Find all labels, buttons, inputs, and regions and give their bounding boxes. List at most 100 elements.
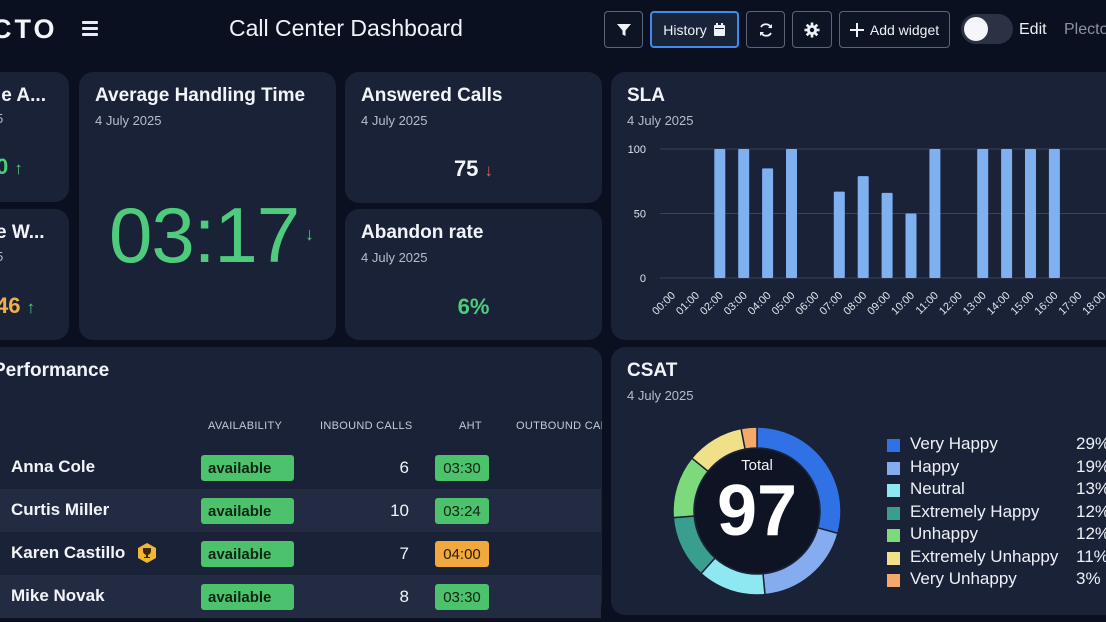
availability-badge: available [201, 498, 294, 524]
abandon-value: 6% [457, 294, 490, 319]
legend-swatch [887, 529, 900, 542]
brand-text: Plecto [1064, 21, 1106, 38]
arrow-up-icon: ↑ [14, 159, 23, 178]
filter-button[interactable] [604, 11, 643, 48]
arrow-down-icon: ↓ [484, 161, 494, 180]
sla-chart: 0 50 100 00:0001:0002:0003:0004:0005:0006:0… [628, 144, 1106, 318]
sla-bar [977, 149, 989, 278]
table-row[interactable]: Anna Cole available 6 03:30 [0, 446, 601, 489]
settings-button[interactable] [792, 11, 832, 48]
sla-widget[interactable]: SLA 4 July 2025 0 50 100 00:00 01:00 02:00 03:… [611, 72, 1106, 340]
x-tick-label: 04:00 [746, 290, 774, 318]
edit-toggle[interactable] [961, 14, 1013, 44]
availability-badge: available [201, 541, 294, 567]
donut-hole [695, 449, 819, 573]
add-widget-button[interactable]: Add widget [839, 11, 950, 48]
widget-title: Performance [0, 360, 110, 381]
performance-widget[interactable]: Performance 5 [0, 347, 602, 615]
legend-percent: 19% [1076, 456, 1106, 476]
widget-title: Abandon rate [361, 222, 484, 243]
legend-percent: 12% [1076, 501, 1106, 521]
widget-date: 5 [0, 249, 3, 264]
abandon-rate-widget[interactable]: Abandon rate 4 July 2025 6% [345, 209, 602, 340]
table-row[interactable]: Curtis Miller available 10 03:24 [0, 489, 601, 532]
sla-bar [833, 191, 845, 278]
aht-badge: 03:24 [435, 498, 489, 524]
x-tick-label: 17:00 [1056, 290, 1084, 318]
x-tick-label: 05:00 [770, 290, 798, 318]
y-tick-label: 0 [640, 273, 646, 285]
agent-name[interactable]: Anna Cole [11, 457, 96, 476]
availability-badge: available [201, 584, 294, 610]
legend-label: Very Happy [910, 434, 998, 453]
legend-item[interactable]: Unhappy 12% [887, 524, 1106, 546]
legend-swatch [887, 484, 900, 497]
legend-label: Extremely Happy [910, 501, 1040, 521]
column-header-aht[interactable]: AHT [459, 420, 482, 432]
widget-date: 4 July 2025 [627, 113, 694, 128]
widget-date: 4 July 2025 [95, 113, 162, 128]
answered-calls-widget[interactable]: Answered Calls 4 July 2025 75 ↓ [345, 72, 602, 203]
legend-item[interactable]: Happy 19% [887, 457, 1106, 479]
legend-item[interactable]: Very Happy 29% [887, 434, 1106, 456]
widget-title: CSAT [627, 360, 678, 381]
history-button[interactable]: History [650, 11, 739, 48]
y-tick-label: 50 [634, 209, 646, 221]
table-row[interactable]: Mike Novak available 8 03:30 [0, 575, 601, 618]
x-tick-label: 03:00 [722, 290, 750, 318]
app-logo[interactable]: CTO [0, 14, 58, 44]
legend-swatch [887, 574, 900, 587]
legend-label: Neutral [910, 479, 965, 498]
legend-item[interactable]: Very Unhappy 3% [887, 569, 1106, 591]
agent-name[interactable]: Mike Novak [11, 586, 105, 605]
x-tick-label: 08:00 [841, 290, 869, 318]
sla-bar [738, 149, 750, 278]
sla-bar [929, 149, 941, 278]
x-tick-label: 18:00 [1080, 290, 1106, 318]
x-tick-label: 06:00 [794, 290, 822, 318]
table-row[interactable]: Karen Castillo available 7 04:00 [0, 532, 601, 575]
column-header-availability[interactable]: AVAILABILITY [208, 420, 283, 432]
widget-date: 4 July 2025 [361, 113, 428, 128]
trophy-icon [138, 543, 156, 563]
sla-bar [881, 192, 893, 278]
legend-label: Happy [910, 456, 960, 476]
arrow-down-icon: ↓ [305, 224, 314, 244]
column-header-inbound-calls[interactable]: INBOUND CALLS [320, 420, 413, 432]
plus-icon [849, 22, 864, 37]
menu-icon[interactable] [82, 21, 98, 36]
toggle-knob [964, 17, 988, 41]
x-tick-label: 13:00 [961, 290, 989, 318]
inbound-calls-value: 8 [399, 587, 409, 606]
partial-widget-1[interactable]: le A... 5 0 ↑ [0, 72, 69, 202]
legend-item[interactable]: Neutral 13% [887, 479, 1106, 501]
legend-swatch [887, 461, 900, 475]
csat-total-value: 97 [716, 471, 798, 551]
widget-value: 0 [0, 154, 9, 179]
x-tick-label: 09:00 [865, 290, 893, 318]
legend-swatch [887, 506, 900, 520]
aht-widget[interactable]: Average Handling Time 4 July 2025 03:17 … [79, 72, 336, 340]
widget-title: Average Handling Time [95, 85, 306, 106]
refresh-button[interactable] [746, 11, 785, 48]
legend-percent: 13% [1076, 479, 1106, 498]
y-tick-label: 100 [628, 144, 646, 156]
csat-donut-chart [672, 426, 842, 596]
widget-date: 4 July 2025 [361, 250, 428, 265]
calendar-icon [713, 22, 725, 36]
dashboard-title: Call Center Dashboard [229, 15, 463, 41]
aht-badge: 04:00 [435, 541, 489, 567]
agent-name[interactable]: Karen Castillo [11, 543, 126, 562]
legend-item[interactable]: Extremely Unhappy 11% [887, 547, 1106, 569]
legend-label: Very Unhappy [910, 569, 1017, 588]
add-widget-label: Add widget [869, 21, 940, 38]
agent-name[interactable]: Curtis Miller [11, 500, 110, 519]
x-tick-label: 07:00 [817, 290, 845, 318]
aht-badge: 03:30 [435, 584, 489, 610]
partial-widget-2[interactable]: e W... 5 46 ↑ [0, 209, 69, 340]
column-header-outbound-calls[interactable]: OUTBOUND CAL [516, 420, 602, 432]
sla-bar [1048, 149, 1060, 278]
widget-title: SLA [627, 85, 665, 106]
legend-item[interactable]: Extremely Happy 12% [887, 502, 1106, 524]
